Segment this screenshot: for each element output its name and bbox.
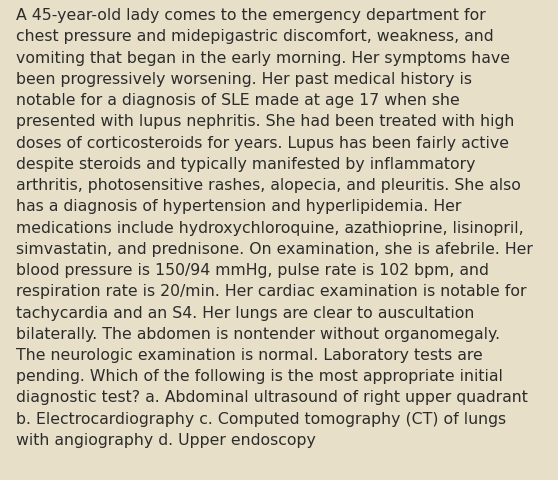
Text: A 45-year-old lady comes to the emergency department for
chest pressure and mide: A 45-year-old lady comes to the emergenc… — [16, 8, 532, 447]
